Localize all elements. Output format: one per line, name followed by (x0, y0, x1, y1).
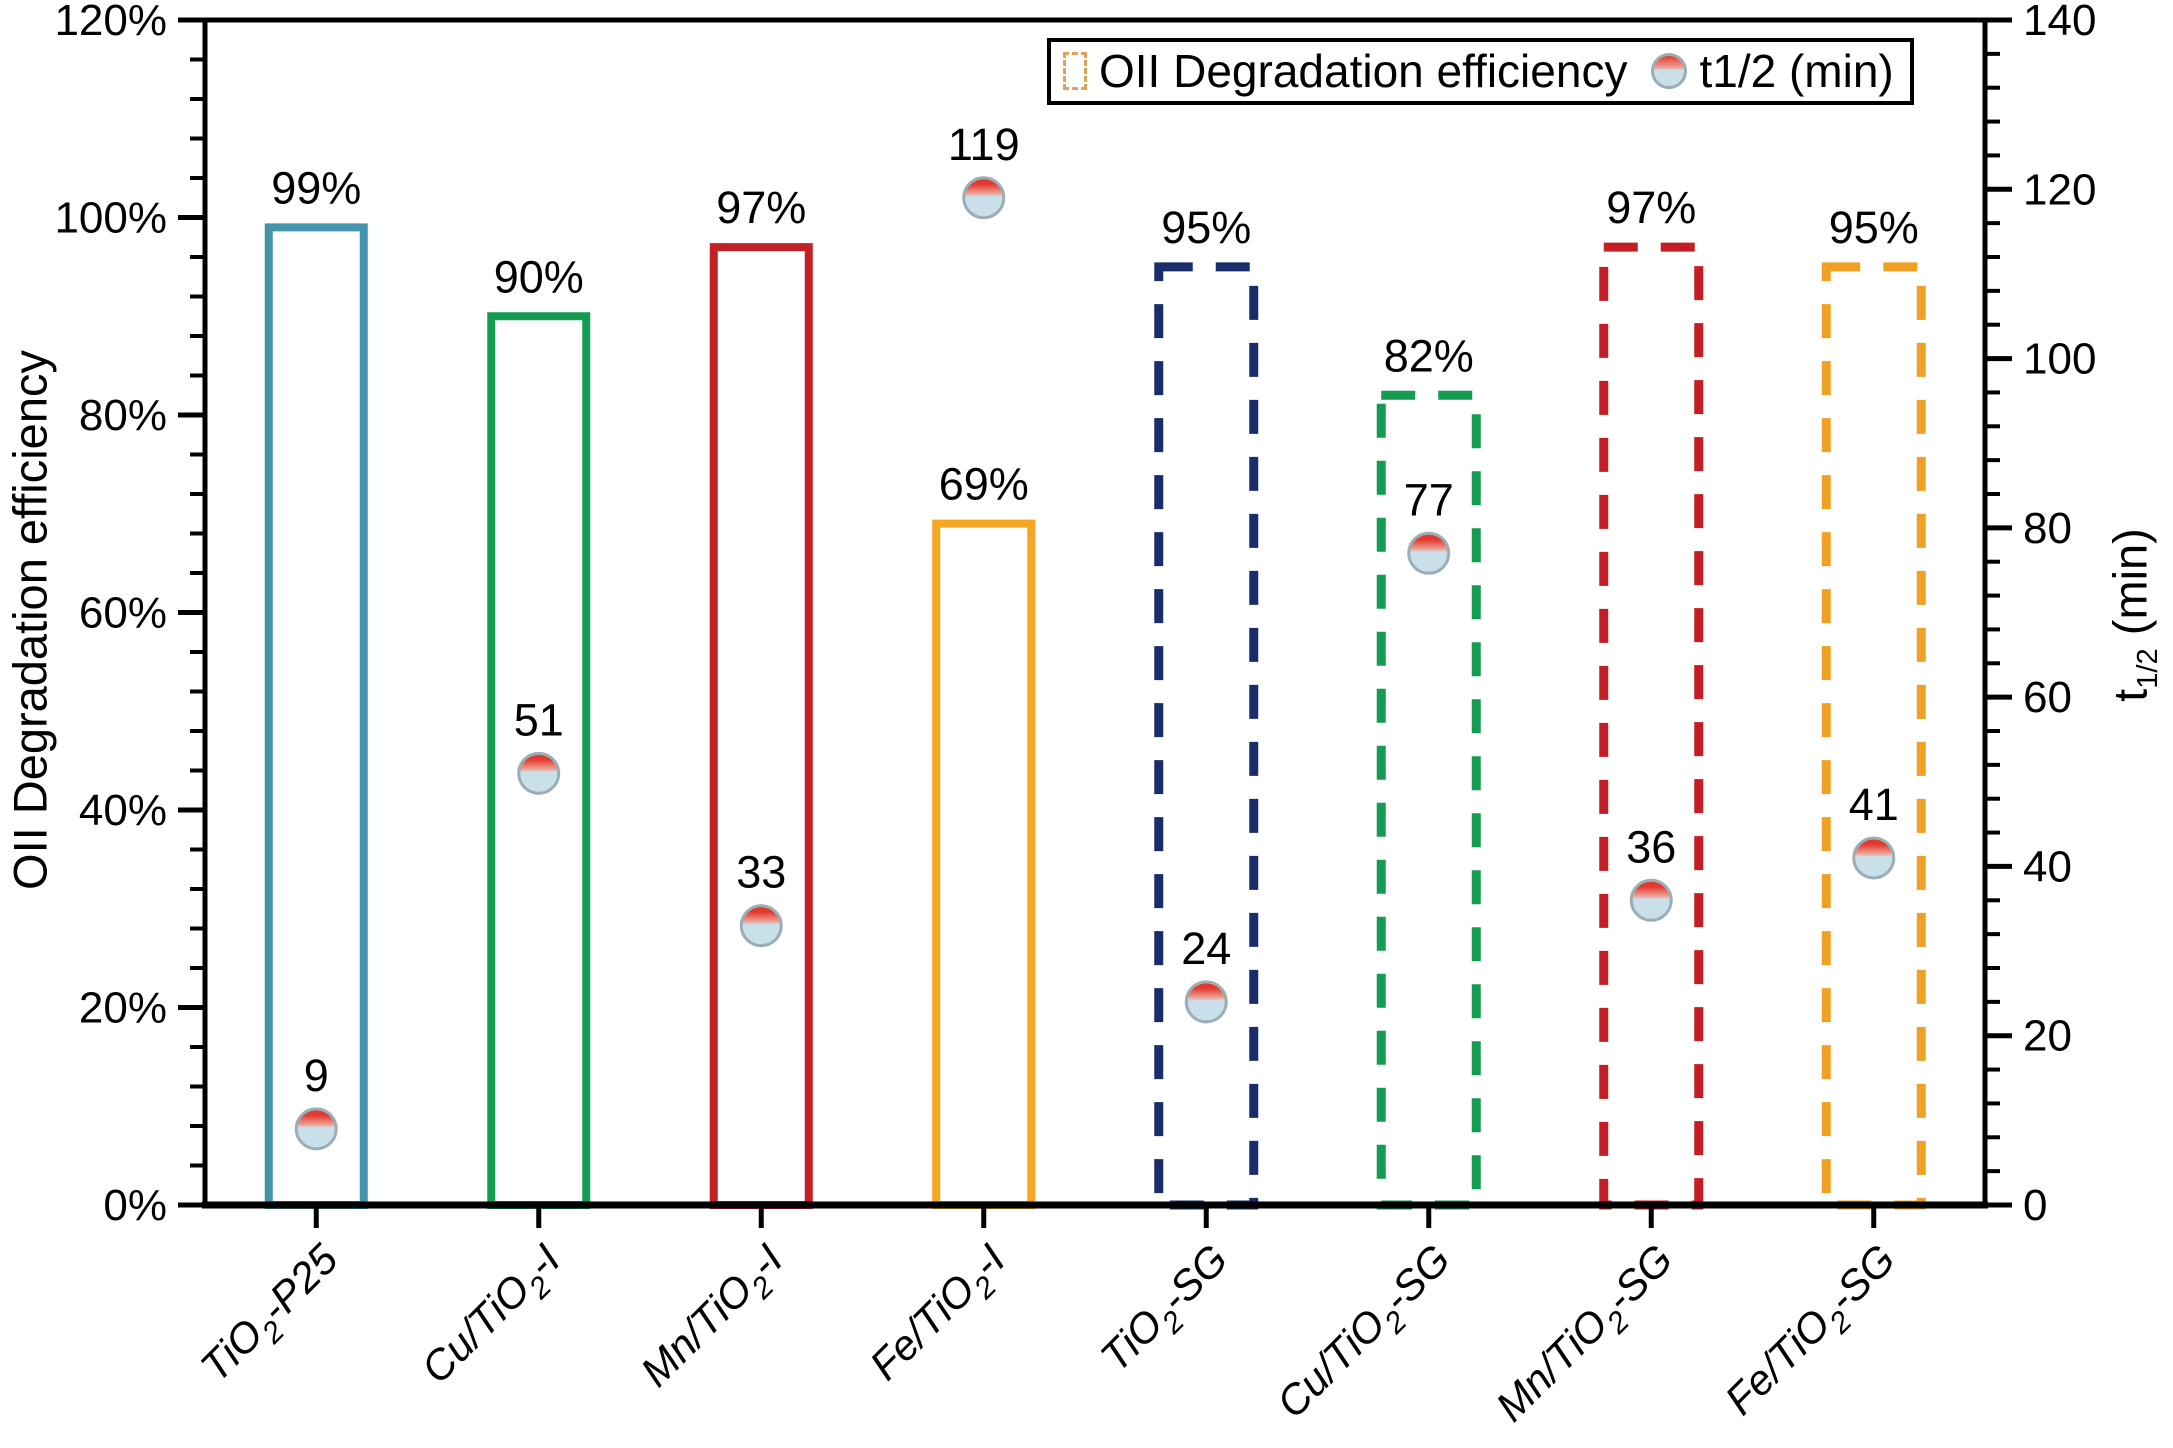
left-axis-tick-label: 120% (54, 0, 167, 45)
bar-Mn/TiO2-I (709, 243, 813, 1209)
bar-value-label: 82% (1384, 330, 1474, 381)
left-axis-tick-label: 40% (79, 786, 167, 835)
right-axis-tick-label: 40 (2023, 842, 2072, 891)
scatter-marker-Cu/TiO2-SG (1407, 531, 1451, 575)
x-tick-label-Fe/TiO2-I: Fe/TiO2-I (860, 1235, 1021, 1396)
x-tick-label-Mn/TiO2-I: Mn/TiO2-I (631, 1235, 799, 1403)
scatter-marker-Fe/TiO2-SG (1852, 836, 1896, 880)
right-axis-tick-label: 60 (2023, 673, 2072, 722)
scatter-value-label: 9 (304, 1050, 329, 1101)
x-tick-label-Fe/TiO2-SG: Fe/TiO2-SG (1716, 1235, 1911, 1430)
left-axis-tick-label: 20% (79, 984, 167, 1033)
scatter-value-label: 77 (1404, 474, 1454, 525)
bar-value-label: 90% (494, 251, 584, 302)
scatter-value-label: 33 (736, 847, 786, 898)
scatter-marker-Cu/TiO2-I (517, 751, 561, 795)
bar-value-label: 97% (1606, 182, 1696, 233)
x-tick-label-Mn/TiO2-SG: Mn/TiO2-SG (1487, 1235, 1689, 1437)
bar-value-label: 95% (1829, 202, 1919, 253)
bar-Mn/TiO2-SG (1599, 242, 1704, 1210)
x-tick-label-Cu/TiO2-I: Cu/TiO2-I (412, 1235, 576, 1399)
right-axis-title: t1/2 (min) (2103, 528, 2164, 702)
scatter-value-label: 119 (948, 119, 1020, 170)
right-axis-tick-label: 120 (2023, 165, 2096, 214)
right-axis-title-sub: 1/2 (2131, 648, 2164, 689)
legend-item-scatter: t1/2 (min) (1651, 45, 1894, 98)
scatter-marker-Mn/TiO2-I (739, 904, 783, 948)
scatter-series-swatch-icon (1651, 53, 1688, 90)
left-axis-tick-label: 80% (79, 391, 167, 440)
left-axis-title: OII Degradation efficiency (3, 350, 57, 890)
bar-value-label: 69% (939, 459, 1029, 510)
right-axis-title-rest: (min) (2103, 528, 2157, 649)
x-tick-label-Cu/TiO2-SG: Cu/TiO2-SG (1267, 1235, 1466, 1434)
bar-series-legend-label: OII Degradation efficiency (1099, 45, 1628, 97)
scatter-marker-Fe/TiO2-I (962, 176, 1006, 220)
left-axis-tick-label: 0% (103, 1181, 167, 1230)
x-tick-label-TiO2-SG: TiO2-SG (1091, 1235, 1243, 1387)
bar-value-label: 95% (1161, 202, 1251, 253)
scatter-value-label: 36 (1626, 821, 1676, 872)
right-axis-tick-label: 100 (2023, 335, 2096, 384)
x-tick-label-TiO2-P25: TiO2-P25 (191, 1235, 354, 1398)
scatter-value-label: 24 (1181, 923, 1231, 974)
bar-Fe/TiO2-I (932, 519, 1036, 1209)
right-axis-tick-label: 140 (2023, 0, 2096, 45)
legend-item-bars: OII Degradation efficiency (1063, 45, 1627, 98)
scatter-marker-TiO2-SG (1184, 980, 1228, 1024)
left-axis-tick-label: 60% (79, 589, 167, 638)
scatter-value-label: 41 (1849, 779, 1899, 830)
legend: OII Degradation efficiency t1/2 (min) (1047, 38, 1914, 105)
bar-value-label: 99% (271, 162, 361, 213)
scatter-value-label: 51 (514, 694, 564, 745)
scatter-marker-TiO2-P25 (294, 1107, 338, 1151)
right-axis-tick-label: 0 (2023, 1181, 2047, 1230)
scatter-series-legend-label: t1/2 (min) (1699, 45, 1894, 97)
right-axis-title-main: t (2103, 688, 2157, 702)
left-axis-tick-label: 100% (54, 194, 167, 243)
bar-Fe/TiO2-SG (1821, 262, 1926, 1210)
bar-value-label: 97% (716, 182, 806, 233)
scatter-marker-Mn/TiO2-SG (1629, 878, 1673, 922)
right-axis-tick-label: 80 (2023, 504, 2072, 553)
bar-TiO2-SG (1154, 262, 1259, 1210)
right-axis-tick-label: 20 (2023, 1012, 2072, 1061)
bar-series-swatch-icon (1063, 52, 1087, 91)
